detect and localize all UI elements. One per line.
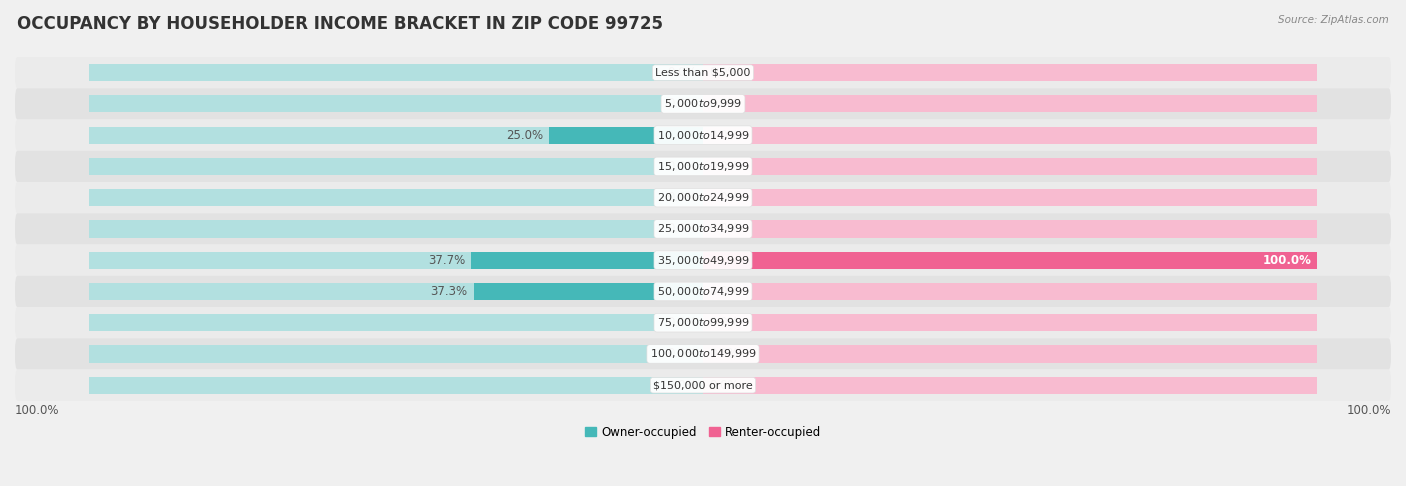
Text: Source: ZipAtlas.com: Source: ZipAtlas.com <box>1278 15 1389 25</box>
Text: 0.0%: 0.0% <box>668 347 697 361</box>
FancyBboxPatch shape <box>15 120 1391 151</box>
Bar <box>89 158 703 175</box>
Bar <box>550 126 703 144</box>
Text: 0.0%: 0.0% <box>709 223 738 235</box>
Text: 100.0%: 100.0% <box>1263 254 1312 267</box>
Text: $75,000 to $99,999: $75,000 to $99,999 <box>657 316 749 329</box>
Text: 0.0%: 0.0% <box>709 316 738 329</box>
Text: 0.0%: 0.0% <box>668 316 697 329</box>
Bar <box>703 283 1317 300</box>
Bar <box>89 95 703 112</box>
FancyBboxPatch shape <box>15 244 1391 276</box>
Text: $20,000 to $24,999: $20,000 to $24,999 <box>657 191 749 204</box>
FancyBboxPatch shape <box>15 338 1391 369</box>
Text: 37.3%: 37.3% <box>430 285 468 298</box>
Text: 0.0%: 0.0% <box>709 97 738 110</box>
Bar <box>89 377 703 394</box>
Text: 37.7%: 37.7% <box>427 254 465 267</box>
FancyBboxPatch shape <box>15 276 1391 307</box>
Text: $5,000 to $9,999: $5,000 to $9,999 <box>664 97 742 110</box>
Text: Less than $5,000: Less than $5,000 <box>655 68 751 78</box>
Text: 0.0%: 0.0% <box>668 97 697 110</box>
Text: $100,000 to $149,999: $100,000 to $149,999 <box>650 347 756 361</box>
FancyBboxPatch shape <box>15 182 1391 213</box>
Text: 0.0%: 0.0% <box>709 347 738 361</box>
FancyBboxPatch shape <box>15 88 1391 120</box>
FancyBboxPatch shape <box>15 307 1391 338</box>
FancyBboxPatch shape <box>15 213 1391 244</box>
Text: $35,000 to $49,999: $35,000 to $49,999 <box>657 254 749 267</box>
Bar <box>89 64 703 81</box>
Text: 0.0%: 0.0% <box>668 379 697 392</box>
FancyBboxPatch shape <box>15 57 1391 88</box>
Bar <box>89 220 703 238</box>
Bar <box>89 189 703 206</box>
Bar <box>703 377 1317 394</box>
Bar <box>89 346 703 363</box>
Text: $50,000 to $74,999: $50,000 to $74,999 <box>657 285 749 298</box>
Bar <box>703 314 1317 331</box>
Text: 0.0%: 0.0% <box>668 160 697 173</box>
Text: 0.0%: 0.0% <box>668 66 697 79</box>
Bar <box>703 64 1317 81</box>
Bar <box>703 95 1317 112</box>
Text: 0.0%: 0.0% <box>709 160 738 173</box>
FancyBboxPatch shape <box>15 369 1391 401</box>
Text: 0.0%: 0.0% <box>709 129 738 141</box>
Legend: Owner-occupied, Renter-occupied: Owner-occupied, Renter-occupied <box>579 421 827 444</box>
Text: $150,000 or more: $150,000 or more <box>654 380 752 390</box>
Bar <box>89 126 703 144</box>
Bar <box>89 252 703 269</box>
Bar <box>89 314 703 331</box>
Bar <box>703 346 1317 363</box>
Text: 100.0%: 100.0% <box>15 404 59 417</box>
Text: 0.0%: 0.0% <box>709 191 738 204</box>
Bar <box>471 252 703 269</box>
Text: $10,000 to $14,999: $10,000 to $14,999 <box>657 129 749 141</box>
Text: 0.0%: 0.0% <box>668 191 697 204</box>
Bar <box>703 189 1317 206</box>
Bar <box>474 283 703 300</box>
Text: $25,000 to $34,999: $25,000 to $34,999 <box>657 223 749 235</box>
Bar <box>703 252 1317 269</box>
Bar <box>703 158 1317 175</box>
Bar <box>703 126 1317 144</box>
Text: OCCUPANCY BY HOUSEHOLDER INCOME BRACKET IN ZIP CODE 99725: OCCUPANCY BY HOUSEHOLDER INCOME BRACKET … <box>17 15 662 33</box>
FancyBboxPatch shape <box>15 151 1391 182</box>
Text: 0.0%: 0.0% <box>709 379 738 392</box>
Bar <box>89 283 703 300</box>
Text: $15,000 to $19,999: $15,000 to $19,999 <box>657 160 749 173</box>
Text: 0.0%: 0.0% <box>709 285 738 298</box>
Bar <box>703 252 1317 269</box>
Text: 100.0%: 100.0% <box>1347 404 1391 417</box>
Bar <box>703 220 1317 238</box>
Text: 25.0%: 25.0% <box>506 129 543 141</box>
Text: 0.0%: 0.0% <box>709 66 738 79</box>
Text: 0.0%: 0.0% <box>668 223 697 235</box>
